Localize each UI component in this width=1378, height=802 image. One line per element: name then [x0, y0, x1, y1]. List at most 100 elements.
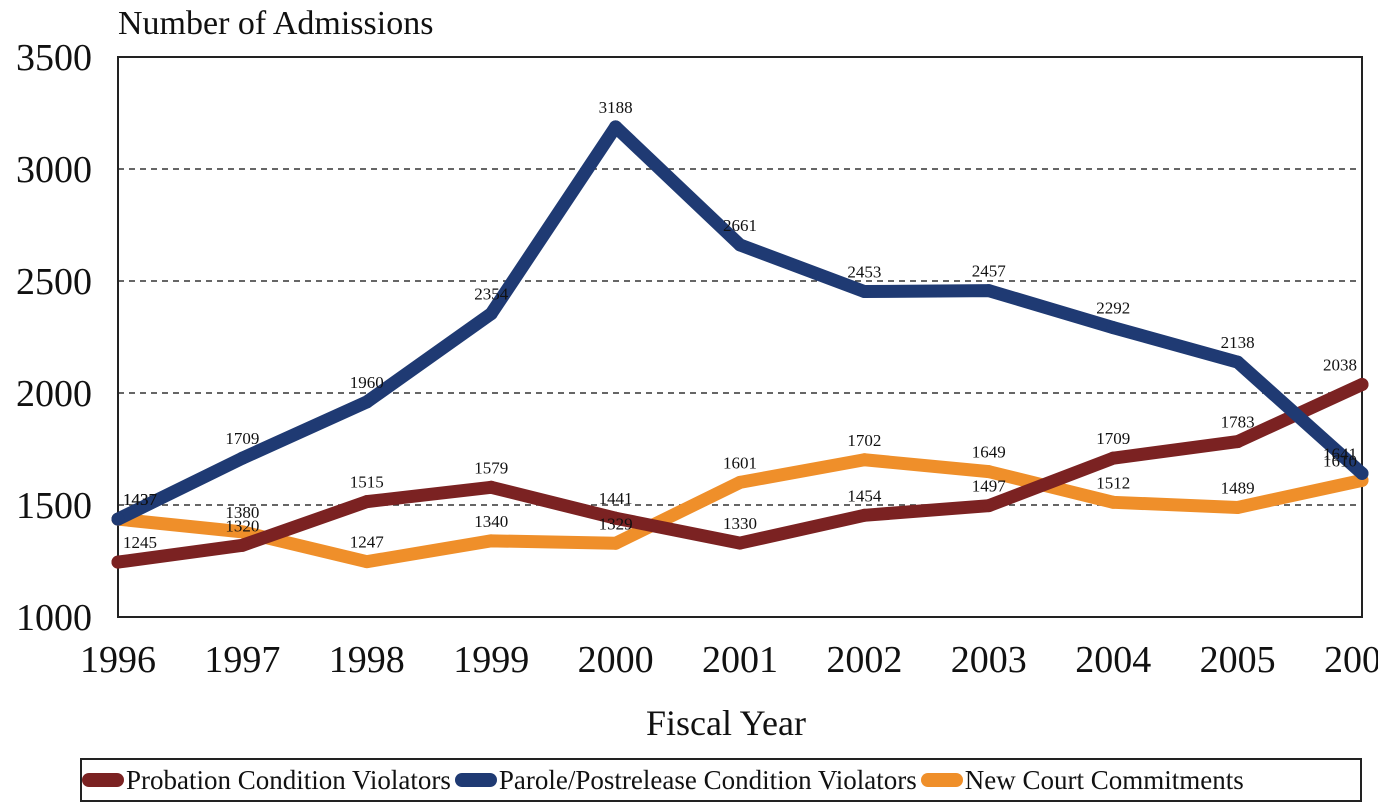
data-point — [1106, 451, 1120, 465]
data-point — [609, 536, 623, 550]
x-tick-label: 1998 — [329, 639, 405, 681]
y-tick-label: 1000 — [16, 597, 92, 639]
line-chart: Number of Admissions 1000 1500 2000 2500 300… — [16, 5, 1378, 743]
data-label: 2453 — [847, 263, 881, 282]
legend-item: Probation Condition Violators — [82, 765, 451, 796]
data-label: 1441 — [599, 489, 633, 508]
data-label: 2354 — [474, 285, 509, 304]
x-tick-label: 1996 — [80, 639, 156, 681]
data-labels: 1245 1320 1515 1579 1441 1330 1454 1497 1709 1783… — [123, 98, 1357, 552]
data-point — [1231, 435, 1245, 449]
data-label: 2457 — [972, 262, 1007, 281]
data-point — [484, 480, 498, 494]
data-label: 1702 — [847, 431, 881, 450]
data-point — [1231, 500, 1245, 514]
legend-swatch — [454, 773, 497, 787]
series-line — [111, 377, 1369, 569]
x-tick-label: 2002 — [826, 639, 902, 681]
x-tick-label: 2003 — [951, 639, 1027, 681]
data-label: 1489 — [1221, 478, 1255, 497]
data-point — [982, 284, 996, 298]
data-point — [111, 555, 125, 569]
y-tick-label: 3500 — [16, 37, 92, 79]
x-axis-title: Fiscal Year — [646, 703, 806, 743]
y-tick-label: 2000 — [16, 373, 92, 415]
data-label: 1709 — [1096, 429, 1130, 448]
series-lines — [111, 120, 1369, 569]
data-label: 1329 — [599, 514, 633, 533]
x-axis-ticks: 1996 1997 1998 1999 2000 2001 2002 2003 2004 2005… — [80, 639, 1378, 681]
data-point — [1106, 321, 1120, 335]
data-label: 1709 — [225, 429, 259, 448]
data-label: 1320 — [225, 516, 259, 535]
y-tick-label: 2500 — [16, 261, 92, 303]
legend-label: New Court Commitments — [964, 764, 1244, 795]
legend-item: Parole/Postrelease Condition Violators — [454, 764, 917, 796]
data-point — [360, 495, 374, 509]
data-point — [857, 453, 871, 467]
data-point — [609, 511, 623, 525]
data-point — [733, 536, 747, 550]
data-point — [235, 538, 249, 552]
legend-swatch — [82, 773, 124, 787]
x-tick-label: 2004 — [1075, 639, 1151, 681]
data-label: 3188 — [599, 98, 633, 117]
legend-swatch — [920, 773, 963, 787]
x-tick-label: 1997 — [204, 639, 280, 681]
data-label: 1601 — [723, 453, 757, 472]
data-point — [360, 395, 374, 409]
data-label: 2661 — [723, 216, 757, 235]
legend-label: Parole/Postrelease Condition Violators — [498, 764, 917, 795]
data-point — [484, 534, 498, 548]
data-label: 1579 — [474, 458, 508, 477]
data-label: 1330 — [723, 514, 757, 533]
data-point — [111, 512, 125, 526]
data-label: 1960 — [350, 373, 384, 392]
legend-label: Probation Condition Violators — [126, 764, 451, 795]
data-label: 2292 — [1096, 299, 1130, 318]
data-label: 1247 — [350, 533, 385, 552]
data-point — [857, 285, 871, 299]
x-tick-label: 2005 — [1200, 639, 1276, 681]
data-label: 1610 — [1323, 451, 1357, 470]
data-label: 1437 — [123, 490, 158, 509]
x-tick-label: 2001 — [702, 639, 778, 681]
y-tick-label: 1500 — [16, 485, 92, 527]
legend-item: New Court Commitments — [920, 764, 1244, 796]
x-tick-label: 2006 — [1324, 639, 1378, 681]
data-point — [609, 120, 623, 134]
data-point — [982, 499, 996, 513]
data-point — [1355, 377, 1369, 391]
y-axis-title: Number of Admissions — [118, 5, 433, 42]
data-label: 1340 — [474, 512, 508, 531]
data-label: 1783 — [1221, 413, 1255, 432]
data-label: 1641 — [1323, 444, 1357, 463]
data-label: 2038 — [1323, 355, 1357, 374]
data-label: 1512 — [1096, 473, 1130, 492]
data-point — [235, 451, 249, 465]
data-point — [982, 465, 996, 479]
data-point — [235, 525, 249, 539]
x-tick-label: 2000 — [578, 639, 654, 681]
data-point — [484, 307, 498, 321]
data-label: 1437 — [123, 490, 158, 509]
data-label: 1380 — [225, 503, 259, 522]
data-label: 1454 — [847, 486, 882, 505]
legend: Probation Condition Violators Parole/Post… — [80, 758, 1362, 802]
data-label: 1649 — [972, 443, 1006, 462]
data-point — [857, 508, 871, 522]
data-point — [1106, 495, 1120, 509]
plot-area-frame — [117, 56, 1363, 618]
data-point — [1231, 355, 1245, 369]
y-tick-label: 3000 — [16, 149, 92, 191]
data-point — [733, 475, 747, 489]
y-axis-ticks: 1000 1500 2000 2500 3000 3500 — [16, 37, 92, 639]
data-point — [733, 238, 747, 252]
data-label: 1515 — [350, 473, 384, 492]
x-tick-label: 1999 — [453, 639, 529, 681]
data-label: 2138 — [1221, 333, 1255, 352]
data-point — [360, 555, 374, 569]
data-label: 1245 — [123, 533, 157, 552]
data-label: 1497 — [972, 477, 1007, 496]
data-point — [1355, 466, 1369, 480]
